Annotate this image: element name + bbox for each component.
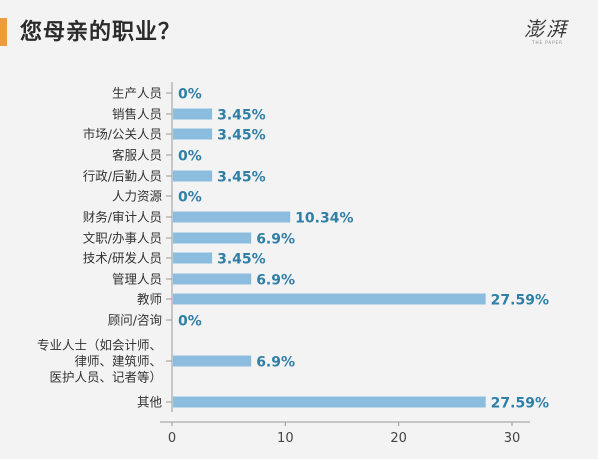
bar	[173, 232, 252, 244]
category-label: 人力资源	[112, 189, 163, 204]
labels-layer: 生产人员 0% 销售人员 3.45% 市场/公关人员 3.45% 客服人员 0% 行政/后勤人员…	[37, 86, 549, 412]
x-tick-label: 20	[390, 431, 407, 446]
bar	[173, 252, 213, 264]
value-label: 0%	[178, 149, 202, 165]
value-label: 6.9%	[256, 232, 295, 248]
category-label: 行政/后勤人员	[83, 169, 162, 184]
category-label: 专业人士（如会计师、	[37, 338, 162, 353]
title-accent-bar	[0, 18, 7, 46]
category-label: 教师	[137, 292, 162, 307]
x-tick-label: 0	[168, 431, 176, 446]
axis-layer: 0 10 20 30	[160, 82, 530, 446]
value-label: 27.59%	[491, 396, 549, 412]
category-label: 管理人员	[112, 272, 162, 287]
category-label: 销售人员	[112, 107, 162, 122]
value-label: 3.45%	[217, 170, 266, 186]
bar	[173, 355, 252, 367]
value-label: 3.45%	[217, 252, 266, 268]
category-label: 客服人员	[112, 148, 162, 163]
thepaper-logo: 澎湃 THE PAPER	[524, 17, 569, 45]
category-label: 律师、建筑师、	[74, 354, 162, 369]
value-label: 0%	[178, 190, 202, 206]
bar	[173, 170, 213, 182]
bar	[173, 128, 213, 140]
chart-title: 您母亲的职业？	[20, 20, 182, 45]
value-label: 10.34%	[295, 211, 353, 227]
value-label: 6.9%	[256, 355, 295, 371]
value-label: 27.59%	[491, 293, 549, 309]
logo-subtext: THE PAPER	[531, 40, 563, 45]
value-label: 0%	[178, 87, 202, 103]
bars-layer	[173, 108, 486, 408]
category-label: 生产人员	[112, 86, 162, 101]
category-label: 技术/研发人员	[83, 251, 162, 266]
bar	[173, 108, 213, 120]
value-label: 0%	[178, 314, 202, 330]
category-label: 财务/审计人员	[83, 210, 162, 225]
bar	[173, 273, 252, 285]
category-label: 顾问/咨询	[108, 313, 162, 328]
category-label: 医护人员、记者等）	[49, 370, 162, 385]
x-tick-label: 30	[504, 431, 521, 446]
bar	[173, 211, 291, 223]
value-label: 6.9%	[256, 273, 295, 289]
x-tick-label: 10	[277, 431, 294, 446]
category-label: 其他	[137, 395, 163, 410]
category-label: 市场/公关人员	[83, 127, 162, 142]
logo-text: 澎湃	[524, 17, 569, 41]
bar	[173, 293, 486, 305]
category-label: 文职/办事人员	[83, 231, 162, 246]
value-label: 3.45%	[217, 128, 266, 144]
value-label: 3.45%	[217, 108, 266, 124]
bar	[173, 396, 486, 408]
